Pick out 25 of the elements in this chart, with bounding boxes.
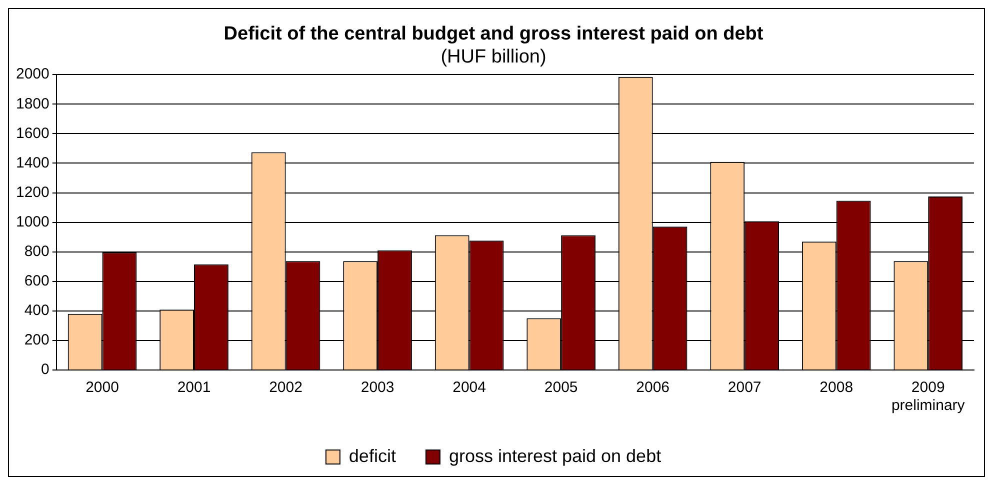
- y-tick-label: 1200: [16, 184, 50, 201]
- y-tick-label: 1400: [16, 154, 50, 172]
- legend-label: deficit: [348, 446, 396, 466]
- y-tick-label: 1600: [16, 124, 50, 142]
- y-tick-label: 1000: [16, 213, 50, 230]
- y-tick-label: 0: [41, 361, 50, 378]
- x-tick-label: 2009 preliminary: [891, 379, 966, 414]
- y-tick-label: 1800: [16, 95, 50, 112]
- y-tick-label: 2000: [16, 66, 50, 83]
- x-tick-label: 2004: [452, 379, 486, 396]
- chart-title: Deficit of the central budget and gross interest paid on debt: [224, 24, 764, 45]
- y-tick-label: 200: [24, 332, 50, 349]
- x-tick-label: 2005: [544, 379, 578, 396]
- x-tick-label: 2002: [269, 379, 302, 396]
- legend-label: gross interest paid on debt: [448, 446, 662, 466]
- y-tick-label: 600: [24, 272, 50, 290]
- y-tick-label: 400: [24, 302, 50, 320]
- chart-subtitle: (HUF billion): [440, 46, 546, 68]
- x-tick-label: 2003: [360, 379, 394, 396]
- x-tick-label: 2000: [86, 379, 119, 396]
- x-tick-label: 2007: [728, 379, 762, 396]
- x-tick-label: 2001: [177, 379, 211, 396]
- y-tick-label: 800: [24, 242, 50, 260]
- x-tick-label: 2006: [636, 379, 670, 396]
- x-tick-label: 2008: [820, 379, 854, 396]
